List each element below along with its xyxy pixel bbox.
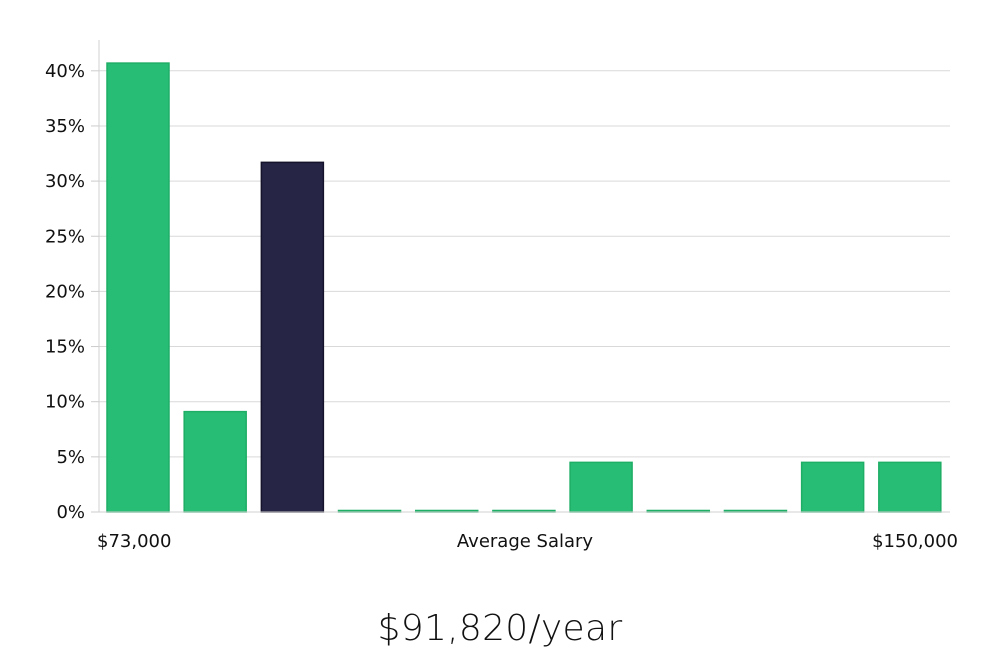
bar [569,461,633,513]
y-tick-label: 30% [45,171,85,192]
y-tick-label: 25% [45,226,85,247]
y-tick-label: 10% [45,392,85,413]
y-axis-ticks: 0% 5% 10% 15% 20% 25% 30% 35% 40% [45,61,99,523]
y-tick-label: 40% [45,61,85,82]
x-min-label: $73,000 [97,531,171,552]
bar [878,461,942,513]
bar-highlighted [260,161,325,513]
bars [106,62,942,513]
y-tick-label: 35% [45,116,85,137]
y-tick-label: 5% [56,447,85,468]
salary-histogram: 0% 5% 10% 15% 20% 25% 30% 35% 40% $73,000 Averag… [45,40,958,552]
average-salary-value: $91,820/year [377,608,623,649]
bar [183,410,247,513]
x-axis-title: Average Salary [457,531,594,552]
y-tick-label: 20% [45,281,85,302]
bar [106,62,170,513]
y-tick-label: 15% [45,337,85,358]
x-max-label: $150,000 [872,531,958,552]
bar [800,461,865,513]
y-tick-label: 0% [56,502,85,523]
grid-lines [99,70,950,458]
